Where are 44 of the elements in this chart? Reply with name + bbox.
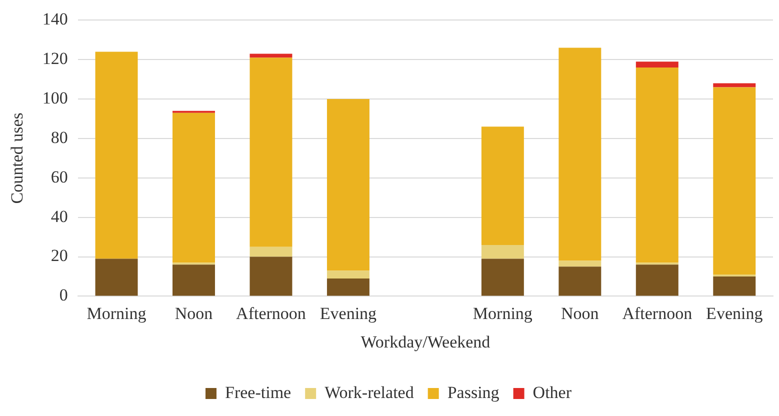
y-tick-label: 100 [42,88,68,108]
bar [95,258,138,296]
x-tick-label: Noon [561,304,600,323]
bar [250,256,292,296]
x-tick-label: Evening [706,304,764,323]
bar [636,264,678,296]
y-tick-label: 140 [42,10,68,29]
bar [481,126,524,245]
y-tick-label: 120 [42,49,68,68]
bar [636,68,678,263]
bar [250,58,292,247]
bar [250,54,292,58]
x-tick-label: Morning [472,304,533,323]
bar [558,48,602,261]
bar [326,278,370,296]
legend-label: Passing [447,382,500,402]
y-tick-label: 20 [50,246,68,266]
y-tick-label: 0 [59,286,68,305]
x-tick-label: Morning [86,304,147,323]
bar [250,246,292,257]
y-tick-label: 40 [50,206,68,226]
bar [558,260,602,267]
bar [713,87,756,275]
x-tick-label: Afternoon [622,304,693,323]
bar [636,62,678,68]
bar [558,266,602,296]
y-axis-title: Counted uses [8,112,27,204]
x-tick-label: Noon [174,304,214,323]
y-tick-label: 60 [50,167,68,186]
x-axis-title: Workday/Weekend [360,332,491,352]
bar [326,99,370,271]
legend-label: Free-time [225,382,292,402]
bar [172,264,215,296]
bar [481,258,524,296]
x-tick-label: Afternoon [236,304,306,323]
x-tick-label: Evening [320,304,378,323]
legend-label: Work-related [324,382,414,402]
y-tick-label: 80 [50,128,68,147]
bar [326,270,370,278]
bar [172,112,215,263]
bar [713,276,756,296]
bar [95,52,138,259]
legend-label: Other [532,382,572,402]
bar [481,244,524,259]
